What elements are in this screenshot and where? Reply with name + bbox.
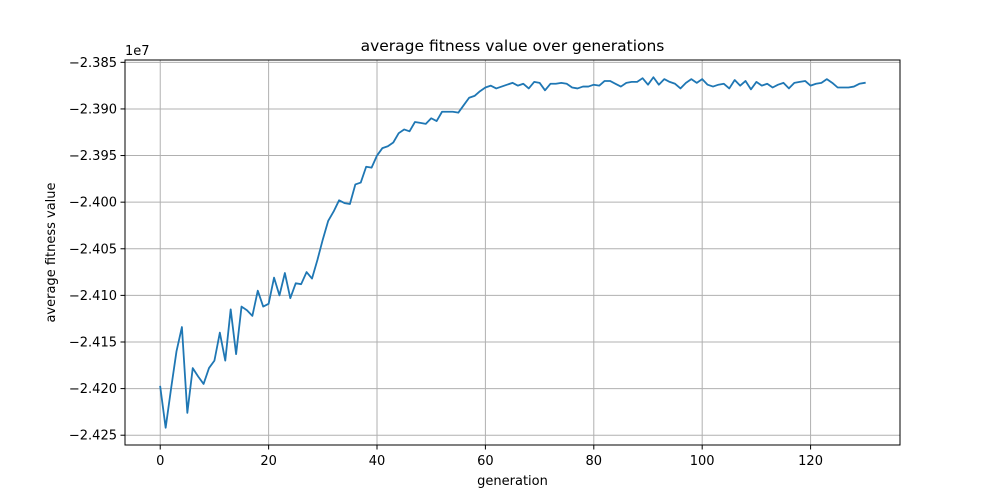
- y-axis-ticks: −2.425 −2.420 −2.415 −2.410 −2.405 −2.400 −2.3…: [69, 56, 125, 444]
- y-tick-label: −2.415: [69, 335, 117, 350]
- x-axis-ticks: 0 20 40 60 80 100 120: [156, 445, 823, 469]
- y-axis-label: average fitness value: [44, 182, 59, 322]
- x-tick-label: 20: [260, 454, 277, 469]
- y-tick-label: −2.400: [69, 196, 117, 211]
- y-tick-label: −2.390: [69, 102, 117, 117]
- x-axis-label: generation: [477, 474, 548, 489]
- y-tick-label: −2.420: [69, 382, 117, 397]
- y-tick-label: −2.425: [69, 429, 117, 444]
- series-line: [159, 76, 866, 429]
- x-tick-label: 60: [477, 454, 494, 469]
- x-tick-label: 120: [798, 454, 823, 469]
- x-tick-label: 100: [690, 454, 715, 469]
- x-tick-label: 80: [586, 454, 603, 469]
- y-tick-label: −2.395: [69, 149, 117, 164]
- plot-area: [159, 76, 866, 429]
- chart-title: average fitness value over generations: [361, 37, 665, 55]
- grid-lines: [125, 60, 900, 445]
- y-tick-label: −2.385: [69, 56, 117, 71]
- y-tick-label: −2.410: [69, 289, 117, 304]
- x-tick-label: 40: [369, 454, 386, 469]
- x-tick-label: 0: [156, 454, 164, 469]
- y-axis-offset-label: 1e7: [125, 44, 150, 59]
- y-tick-label: −2.405: [69, 242, 117, 257]
- axes-frame: [124, 59, 901, 446]
